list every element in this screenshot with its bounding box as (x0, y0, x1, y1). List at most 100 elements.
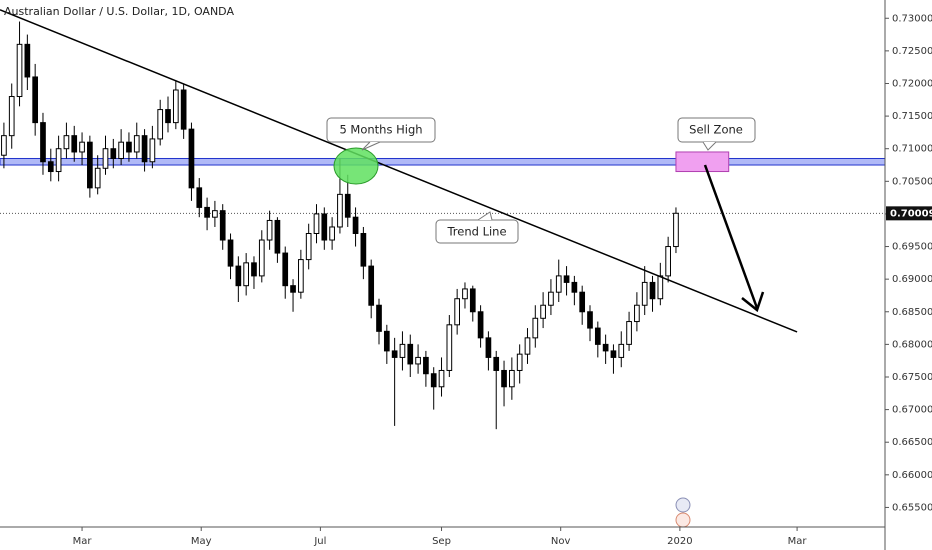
candle-body (329, 226, 335, 241)
arrow-head (741, 291, 765, 313)
trend-line (0, 9, 798, 333)
candle-body (204, 206, 210, 218)
candle-body (415, 356, 421, 365)
candle-body (563, 275, 570, 283)
candle-body (618, 343, 625, 358)
candle-body (298, 259, 304, 293)
y-tick-label: 0.68500 (892, 307, 932, 318)
candle-body (212, 210, 218, 218)
event-icon (675, 512, 691, 528)
candle-body (321, 213, 328, 241)
candle-body (1, 135, 7, 156)
y-tick-label: 0.73000 (892, 13, 932, 24)
candle-body (290, 285, 296, 293)
candle-body (509, 369, 515, 388)
candle-body (55, 148, 62, 173)
candle-body (8, 96, 15, 137)
candle-body (376, 304, 382, 332)
candle-body (196, 187, 203, 208)
candle-body (94, 167, 101, 189)
callout-pointer (361, 141, 381, 151)
y-tick-label: 0.65500 (892, 502, 932, 513)
candle-body (32, 76, 39, 124)
x-tick-label: Sep (432, 536, 451, 547)
y-tick-label: 0.68000 (892, 339, 932, 350)
candle-body (172, 89, 179, 124)
candle-body (149, 138, 156, 163)
candle-body (235, 265, 242, 287)
candle-body (430, 373, 437, 388)
candle-body (610, 350, 617, 358)
x-tick-label: Mar (788, 536, 808, 547)
callout: 5 Months High (326, 117, 436, 151)
callout-pointer (702, 141, 717, 151)
callout-box (435, 219, 519, 244)
candle-body (266, 219, 273, 241)
candle-body (540, 304, 546, 319)
candle-body (344, 193, 351, 218)
candle-body (641, 281, 648, 306)
candle-body (360, 232, 367, 267)
candle-body (274, 219, 281, 254)
callout-box (326, 117, 436, 143)
candle-body (258, 239, 265, 277)
callout-pointer (477, 211, 493, 221)
x-tick-label: Nov (551, 536, 571, 547)
candle-body (423, 356, 429, 375)
candle-body (485, 337, 492, 358)
x-tick-label: May (191, 536, 212, 547)
candle-body (352, 216, 359, 234)
highlight-ellipse (333, 147, 379, 185)
candle-body (305, 232, 312, 261)
candle-body (516, 353, 523, 371)
candle-body (180, 89, 187, 130)
resistance-zone (0, 157, 886, 166)
candle-body (227, 239, 234, 267)
annotation-text: Trend Line (446, 225, 506, 239)
sell-zone (675, 151, 730, 173)
candle-body (24, 43, 31, 78)
chart-title: Australian Dollar / U.S. Dollar, 1D, OAN… (4, 5, 234, 18)
callout: Trend Line (435, 211, 519, 244)
candle-body (87, 141, 93, 189)
candle-body (446, 324, 453, 371)
candle-body (657, 275, 664, 300)
candle-body (47, 161, 54, 173)
candle-body (469, 288, 476, 313)
candle-body (399, 343, 406, 358)
candle-body (63, 135, 70, 150)
candle-body (602, 343, 609, 352)
candle-body (243, 262, 250, 287)
candle-body (79, 141, 85, 153)
candle-body (368, 265, 375, 306)
candle-body (493, 356, 500, 371)
candle-body (102, 148, 109, 169)
candle-body (548, 291, 554, 306)
last-price-box (886, 206, 932, 221)
y-tick-label: 0.66000 (892, 470, 932, 481)
candle-body (40, 122, 46, 163)
x-tick-label: Mar (73, 536, 93, 547)
candle-body (665, 246, 671, 277)
candle-body (141, 135, 148, 163)
y-tick-label: 0.71500 (892, 111, 932, 122)
callout: Sell Zone (677, 117, 756, 151)
candle-body (126, 141, 132, 153)
candle-body (383, 330, 390, 352)
candle-body (524, 337, 531, 355)
candle-body (454, 298, 460, 326)
candle-body (313, 213, 320, 234)
callout-box (677, 117, 756, 143)
y-tick-label: 0.72500 (892, 46, 932, 57)
y-tick-label: 0.69500 (892, 242, 932, 253)
arrow-shaft (703, 164, 759, 309)
candle-body (634, 304, 640, 323)
y-tick-label: 0.72000 (892, 78, 932, 89)
x-tick-label: Jul (313, 536, 326, 547)
candle-body (165, 109, 171, 124)
candle-body (133, 135, 140, 153)
candle-body (407, 343, 414, 365)
candle-body (571, 281, 578, 293)
